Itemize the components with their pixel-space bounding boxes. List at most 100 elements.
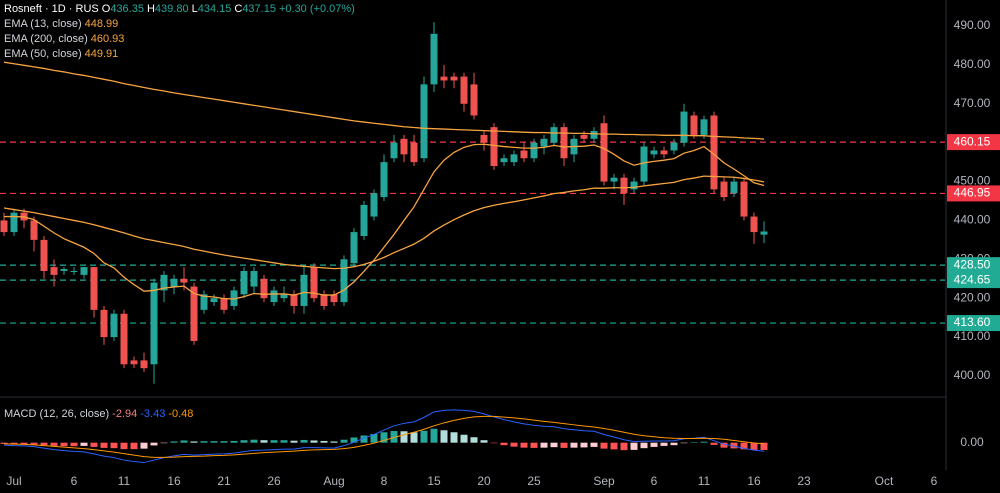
macd-histogram-bar <box>210 441 218 443</box>
macd-histogram-bar <box>750 442 758 450</box>
candle-body <box>620 177 628 194</box>
candle-body <box>40 239 48 271</box>
macd-histogram-bar <box>130 442 138 450</box>
level-label: 413.60 <box>954 315 991 329</box>
x-tick-label: 15 <box>427 474 441 488</box>
legend-value: -0.48 <box>168 408 194 420</box>
macd-histogram-bar <box>40 442 48 446</box>
level-label-box <box>947 134 1000 151</box>
candle-body <box>210 298 218 303</box>
x-tick-label: 16 <box>747 474 761 488</box>
candle-body <box>200 294 208 310</box>
macd-histogram-bar <box>680 442 688 444</box>
candle-body <box>660 150 668 155</box>
candle-body <box>30 220 38 240</box>
macd-histogram-bar <box>710 442 718 445</box>
candle-body <box>70 270 78 272</box>
macd-histogram-bar <box>500 442 508 446</box>
macd-histogram-bar <box>10 442 18 445</box>
ema-line <box>4 143 765 300</box>
candle-body <box>190 286 198 341</box>
macd-histogram-bar <box>630 442 638 450</box>
macd-histogram-bar <box>0 442 8 444</box>
macd-histogram-bar <box>730 442 738 449</box>
macd-histogram-bar <box>240 440 248 443</box>
candle-body <box>240 270 248 295</box>
macd-histogram-bar <box>150 442 158 446</box>
x-tick-label: 26 <box>267 474 281 488</box>
candle-body <box>680 111 688 143</box>
macd-histogram-bar <box>480 440 488 443</box>
candle-body <box>690 115 698 135</box>
candle-body <box>430 33 438 85</box>
macd-histogram-bar <box>290 440 298 443</box>
macd-histogram-bar <box>740 442 748 450</box>
candle-body <box>550 127 558 143</box>
macd-histogram-bar <box>250 439 258 443</box>
macd-histogram-bar <box>410 432 418 443</box>
macd-histogram-bar <box>490 442 498 444</box>
candle-body <box>590 131 598 139</box>
candle-body <box>310 267 318 299</box>
macd-histogram-bar <box>660 442 668 446</box>
candle-body <box>400 138 408 155</box>
x-tick-label: 11 <box>118 474 131 488</box>
legend-value: -3.43 <box>140 408 166 420</box>
macd-histogram-bar <box>280 440 288 443</box>
candle-body <box>60 269 68 271</box>
ohlc-key: C <box>234 3 243 15</box>
macd-histogram-bar <box>450 432 458 443</box>
price-legend: Rosneft · 1D · RUS O436.35 H439.80 L434.15 C… <box>4 2 358 62</box>
macd-histogram-bar <box>320 440 328 443</box>
candle-body <box>720 181 728 198</box>
candle-body <box>490 127 498 167</box>
candle-body <box>630 181 638 190</box>
macd-histogram-bar <box>310 440 318 443</box>
candle-body <box>110 313 118 338</box>
macd-histogram-bar <box>140 442 148 449</box>
candle-body <box>150 282 158 365</box>
y-tick-label: 480.00 <box>954 57 991 71</box>
macd-histogram-bar <box>100 442 108 448</box>
level-label: 424.65 <box>954 272 991 286</box>
macd-histogram-bar <box>610 442 618 450</box>
candle-body <box>360 204 368 236</box>
macd-histogram-bar <box>90 442 98 447</box>
macd-histogram-bar <box>420 430 428 443</box>
x-tick-label: 6 <box>71 474 78 488</box>
candle-body <box>230 290 238 306</box>
candle-body <box>760 231 768 235</box>
candle-body <box>420 84 428 159</box>
candle-body <box>440 76 448 81</box>
macd-histogram-bar <box>20 442 28 445</box>
candle-body <box>730 181 738 194</box>
macd-histogram-bar <box>640 442 648 449</box>
level-label: 446.95 <box>954 186 991 200</box>
candle-body <box>270 290 278 303</box>
candle-body <box>670 142 678 151</box>
x-tick-label: 6 <box>651 474 658 488</box>
macd-histogram-bar <box>530 442 538 448</box>
x-tick-label: 16 <box>167 474 181 488</box>
legend-name: EMA (13, close) <box>4 18 82 30</box>
candle-body <box>380 162 388 198</box>
macd-histogram-bar <box>550 442 558 448</box>
macd-histogram-bar <box>470 437 478 443</box>
ohlc-value: 436.35 <box>110 3 144 15</box>
candle-body <box>450 76 458 81</box>
macd-histogram-bar <box>110 442 118 449</box>
x-tick-label: 20 <box>477 474 491 488</box>
macd-histogram-bar <box>200 441 208 443</box>
candle-body <box>600 123 608 182</box>
candle-body <box>160 274 168 291</box>
y-tick-label: 420.00 <box>954 290 991 304</box>
candle-body <box>540 138 548 147</box>
macd-histogram-bar <box>270 440 278 443</box>
legend-row: EMA (200, close) 460.93 <box>4 32 358 47</box>
legend-name: EMA (200, close) <box>4 33 88 45</box>
macd-histogram-bar <box>400 431 408 443</box>
candle-body <box>520 150 528 159</box>
y-tick-label: 470.00 <box>954 96 991 110</box>
macd-histogram-bar <box>690 442 698 443</box>
candle-body <box>390 142 398 159</box>
